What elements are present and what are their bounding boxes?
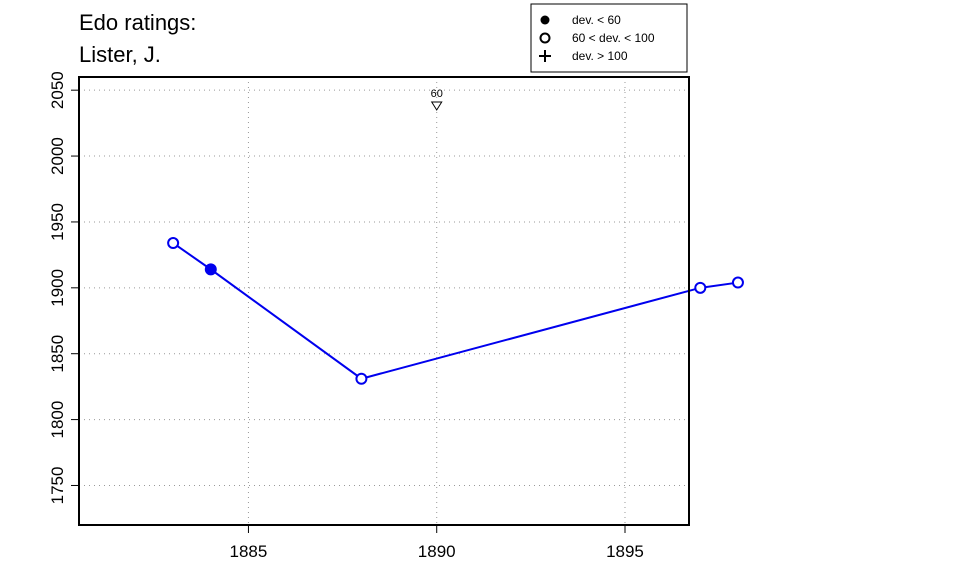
annotation-marker bbox=[430, 101, 443, 111]
data-point bbox=[731, 276, 744, 289]
chart-title: Edo ratings: bbox=[79, 10, 196, 35]
chart-subtitle: Lister, J. bbox=[79, 42, 161, 67]
data-point bbox=[167, 237, 180, 250]
legend-symbol-plus bbox=[539, 50, 551, 62]
data-point bbox=[355, 372, 368, 385]
y-tick-label: 1800 bbox=[48, 401, 67, 439]
legend-symbol-open bbox=[539, 32, 551, 44]
legend-label: dev. < 60 bbox=[572, 13, 621, 27]
legend-label: dev. > 100 bbox=[572, 49, 628, 63]
annotation: 60 bbox=[430, 88, 443, 111]
data-point bbox=[694, 281, 707, 294]
y-tick-label: 1750 bbox=[48, 467, 67, 505]
data-point bbox=[204, 263, 217, 276]
legend-label: 60 < dev. < 100 bbox=[572, 31, 655, 45]
y-tick-label: 1950 bbox=[48, 203, 67, 241]
axes: 1885 1890 1895 1750 1800 1850 1900 1950 2000 2050 bbox=[48, 71, 644, 561]
y-tick-label: 2000 bbox=[48, 137, 67, 175]
y-tick-label: 1850 bbox=[48, 335, 67, 373]
plot-frame bbox=[78, 76, 690, 526]
x-tick-label: 1890 bbox=[418, 542, 456, 561]
legend: dev. < 60 60 < dev. < 100 dev. > 100 bbox=[530, 3, 688, 73]
y-tick-label: 2050 bbox=[48, 71, 67, 109]
y-tick-label: 1900 bbox=[48, 269, 67, 307]
legend-symbol-filled bbox=[540, 15, 550, 25]
legend-box bbox=[530, 3, 688, 73]
series-line bbox=[172, 242, 739, 380]
annotation-label: 60 bbox=[431, 88, 443, 100]
x-tick-label: 1885 bbox=[230, 542, 268, 561]
x-tick-label: 1895 bbox=[606, 542, 644, 561]
rating-series bbox=[167, 237, 744, 385]
grid bbox=[79, 77, 689, 525]
